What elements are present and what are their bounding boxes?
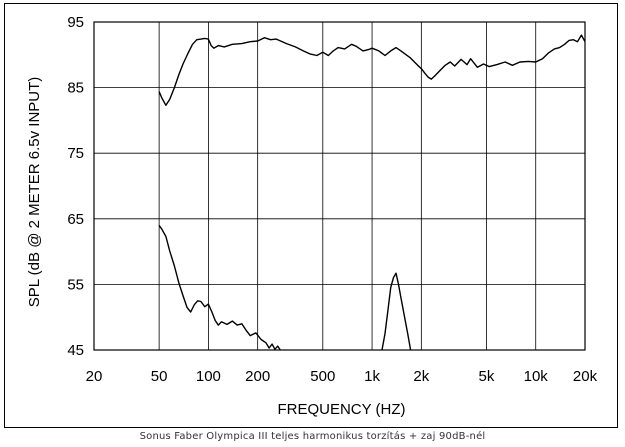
x-tick-label: 500 xyxy=(310,368,335,385)
chart-grid xyxy=(94,22,585,350)
x-tick-label: 20k xyxy=(573,368,598,385)
series-line-2 xyxy=(158,224,281,351)
chart-frame xyxy=(4,3,618,428)
x-tick-label: 5k xyxy=(479,368,495,385)
series-line-1 xyxy=(158,34,586,106)
x-tick-label: 100 xyxy=(196,368,221,385)
y-tick-label: 75 xyxy=(67,145,84,162)
x-tick-label: 50 xyxy=(151,368,168,385)
y-tick-label: 45 xyxy=(67,342,84,359)
x-tick-label: 1k xyxy=(364,368,380,385)
y-tick-label: 65 xyxy=(67,211,84,228)
plot-area-border xyxy=(93,21,586,351)
x-tick-label: 200 xyxy=(245,368,270,385)
chart-series xyxy=(158,34,586,351)
series-line-3 xyxy=(381,272,412,351)
frequency-response-chart: 20 50 100 200 500 1k 2k 5k 10k 20k 45 55 65 75 85 95 FR… xyxy=(26,14,598,418)
y-axis-label: SPL (dB @ 2 METER 6.5v INPUT) xyxy=(26,77,43,308)
x-tick-label: 20 xyxy=(86,368,103,385)
y-tick-label: 55 xyxy=(67,276,84,293)
figure-caption: Sonus Faber Olympica III teljes harmonik… xyxy=(139,431,486,442)
x-tick-label: 2k xyxy=(413,368,429,385)
chart-tick-labels: 20 50 100 200 500 1k 2k 5k 10k 20k 45 55 65 75 85 95 xyxy=(67,14,597,385)
y-tick-label: 95 xyxy=(67,14,84,31)
x-axis-label: FREQUENCY (HZ) xyxy=(277,401,405,418)
x-tick-label: 10k xyxy=(524,368,549,385)
y-tick-label: 85 xyxy=(67,80,84,97)
